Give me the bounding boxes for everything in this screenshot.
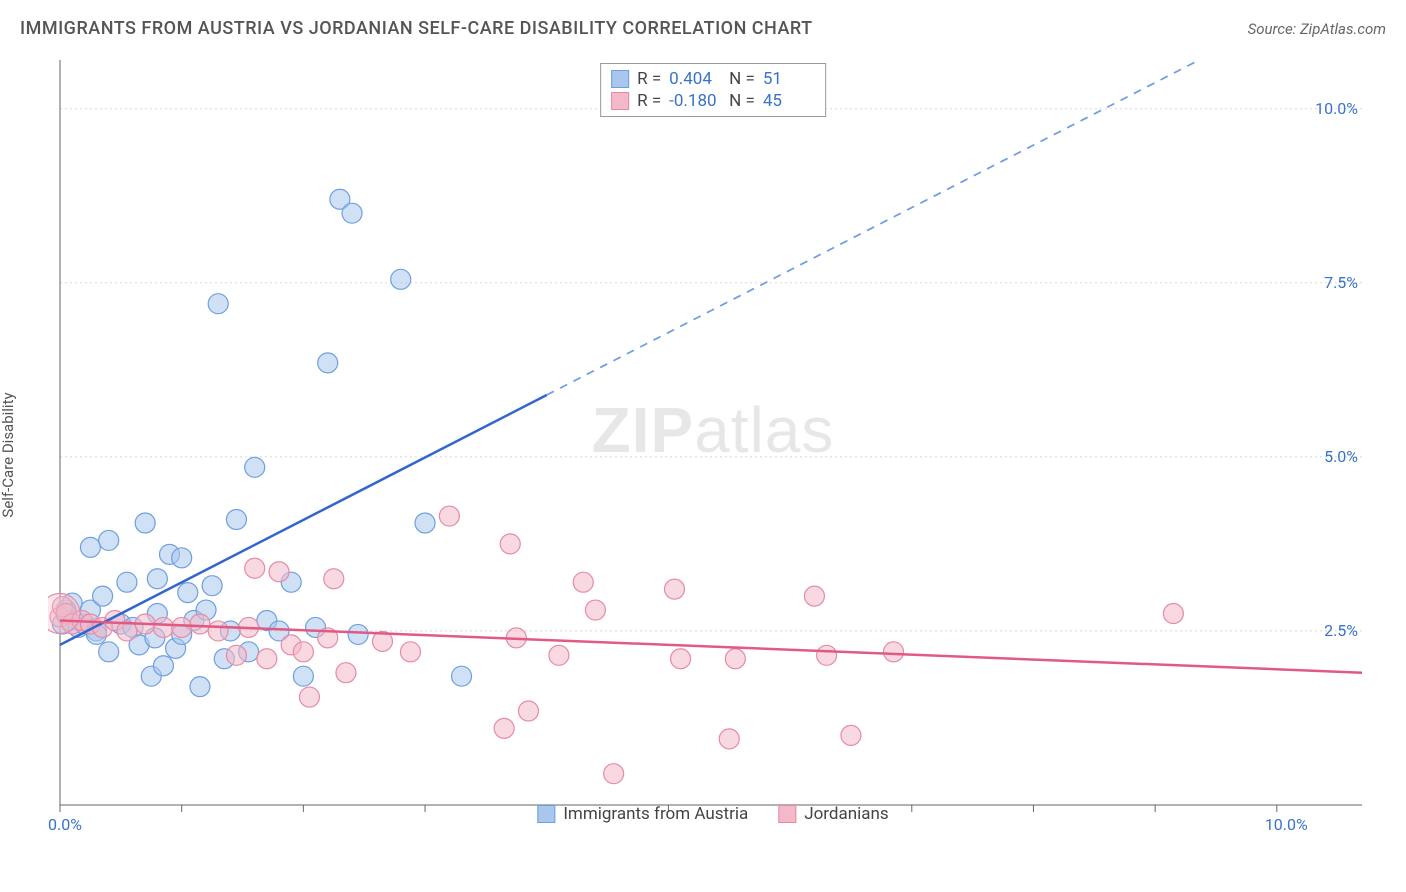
- legend-label-jordan: Jordanians: [804, 804, 888, 824]
- n-label: N =: [729, 69, 755, 89]
- r-label: R =: [637, 69, 661, 89]
- legend-swatch-jordan: [778, 805, 796, 823]
- swatch-jordan: [611, 92, 629, 110]
- y-axis-tick-label: 10.0%: [1302, 99, 1358, 118]
- y-axis-tick-label: 5.0%: [1302, 447, 1358, 466]
- legend-swatch-austria: [537, 805, 555, 823]
- x-axis-tick-label: 0.0%: [48, 815, 82, 834]
- stats-row-austria: R = 0.404 N = 51: [611, 68, 815, 90]
- n-value-jordan: 45: [763, 91, 815, 111]
- y-axis-tick-label: 7.5%: [1302, 273, 1358, 292]
- scatter-chart: [48, 60, 1378, 830]
- legend-item-jordan: Jordanians: [778, 804, 888, 824]
- correlation-stats-box: R = 0.404 N = 51 R = -0.180 N = 45: [600, 63, 826, 117]
- source-name: ZipAtlas.com: [1300, 20, 1386, 38]
- legend-item-austria: Immigrants from Austria: [537, 804, 748, 824]
- swatch-austria: [611, 70, 629, 88]
- r-value-austria: 0.404: [669, 69, 721, 89]
- n-value-austria: 51: [763, 69, 815, 89]
- n-label: N =: [729, 91, 755, 111]
- legend-label-austria: Immigrants from Austria: [563, 804, 748, 824]
- r-value-jordan: -0.180: [669, 91, 721, 111]
- source-prefix: Source:: [1248, 20, 1300, 38]
- chart-area: R = 0.404 N = 51 R = -0.180 N = 45 ZIPat…: [48, 60, 1378, 830]
- series-legend: Immigrants from Austria Jordanians: [537, 804, 888, 824]
- source-attribution: Source: ZipAtlas.com: [1248, 20, 1386, 38]
- y-axis-tick-label: 2.5%: [1302, 621, 1358, 640]
- x-axis-tick-label: 10.0%: [1265, 815, 1308, 834]
- chart-title: IMMIGRANTS FROM AUSTRIA VS JORDANIAN SEL…: [20, 18, 813, 39]
- r-label: R =: [637, 91, 661, 111]
- y-axis-label: Self-Care Disability: [0, 392, 17, 517]
- stats-row-jordan: R = -0.180 N = 45: [611, 90, 815, 112]
